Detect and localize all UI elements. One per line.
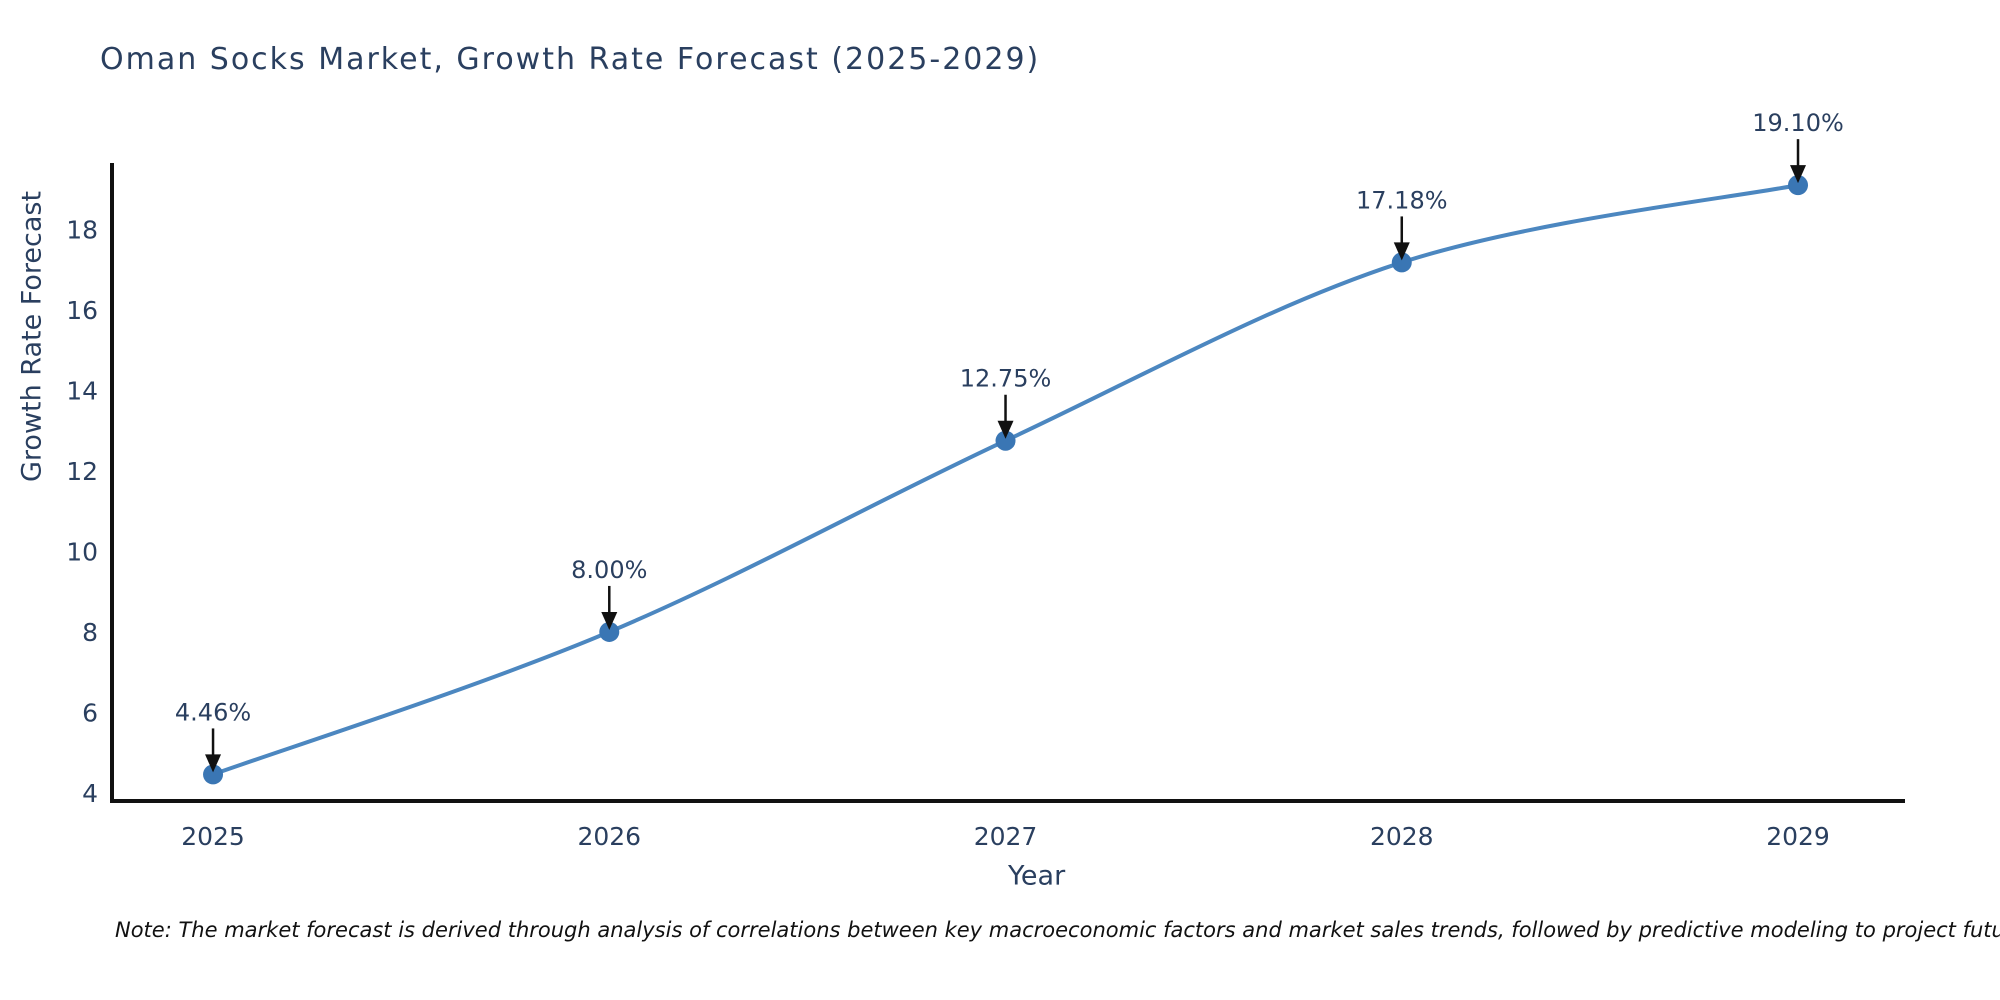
x-tick-label: 2025 — [181, 822, 245, 851]
data-point — [1391, 252, 1412, 273]
trend-line — [211, 183, 1800, 777]
annotation-arrowhead — [205, 754, 222, 773]
point-annotation: 17.18% — [1356, 186, 1448, 214]
data-point — [995, 430, 1016, 451]
data-point — [599, 621, 620, 642]
point-annotation: 4.46% — [175, 698, 251, 726]
annotation-arrowhead — [997, 420, 1014, 439]
annotation-arrowhead — [1790, 165, 1807, 184]
chart-title: Oman Socks Market, Growth Rate Forecast … — [100, 42, 1041, 77]
y-tick-label: 6 — [82, 698, 98, 727]
x-tick-label: 2029 — [1766, 822, 1830, 851]
annotation-arrowhead — [1393, 242, 1410, 261]
y-tick-label: 16 — [66, 296, 98, 325]
x-tick-label: 2028 — [1370, 822, 1434, 851]
y-tick-label: 8 — [82, 618, 98, 647]
y-tick-label: 10 — [66, 537, 98, 566]
y-tick-label: 4 — [82, 779, 98, 808]
data-point — [1788, 175, 1809, 196]
y-tick-label: 14 — [66, 376, 98, 405]
y-tick-label: 12 — [66, 457, 98, 486]
point-annotation: 8.00% — [571, 556, 647, 584]
x-tick-label: 2026 — [577, 822, 641, 851]
point-annotation: 19.10% — [1752, 109, 1844, 137]
data-point — [203, 764, 224, 785]
footnote: Note: The market forecast is derived thr… — [115, 918, 2000, 942]
y-tick-label: 18 — [66, 215, 98, 244]
point-annotation: 12.75% — [960, 365, 1052, 393]
x-tick-label: 2027 — [974, 822, 1038, 851]
annotation-arrowhead — [601, 611, 618, 630]
